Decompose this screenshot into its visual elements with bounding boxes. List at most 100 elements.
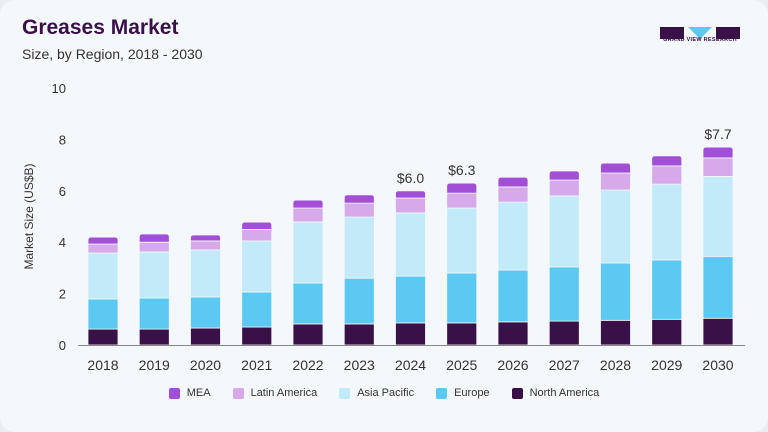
bar-segment-north-america <box>651 318 683 346</box>
bar-segment-mea <box>292 199 324 209</box>
y-axis-label: Market Size (US$B) <box>22 163 36 269</box>
bar-segment-asia-pacific <box>548 195 580 268</box>
legend-item: MEA <box>168 387 211 399</box>
y-tick-label: 4 <box>59 235 66 250</box>
bar-segment-mea <box>446 182 478 194</box>
bar-segment-latin-america <box>292 207 324 223</box>
bar-segment-asia-pacific <box>600 189 631 264</box>
bar-segment-north-america <box>138 328 170 346</box>
bar-segment-asia-pacific <box>702 176 734 257</box>
bar-segment-europe <box>395 275 426 324</box>
bar-segment-mea <box>87 236 119 245</box>
bar-segment-mea <box>138 233 170 243</box>
bar-segment-latin-america <box>190 240 221 251</box>
legend-item: North America <box>511 387 600 399</box>
bar-segment-asia-pacific <box>292 221 324 284</box>
bar-segment-north-america <box>190 327 221 346</box>
y-tick-label: 0 <box>59 338 66 353</box>
bar-segment-latin-america <box>446 192 478 209</box>
bar-segment-mea <box>702 146 734 159</box>
legend-label: MEA <box>186 387 211 399</box>
bar-segment-europe <box>702 255 734 319</box>
x-tick-label: 2021 <box>241 357 272 373</box>
legend-item: Asia Pacific <box>339 387 414 399</box>
x-tick-label: 2022 <box>292 357 323 373</box>
bar-segment-europe <box>190 296 221 329</box>
x-tick-label: 2018 <box>87 357 118 373</box>
bar-segment-europe <box>343 277 375 325</box>
bar-segment-europe <box>497 269 529 323</box>
x-tick-label: 2028 <box>600 357 631 373</box>
legend-swatch <box>232 387 244 399</box>
legend-swatch <box>511 387 523 399</box>
legend-item: Europe <box>436 387 490 399</box>
legend-label: North America <box>529 387 600 399</box>
bar-segment-mea <box>190 234 221 242</box>
legend-item: Latin America <box>232 387 318 399</box>
bar-segment-latin-america <box>702 157 734 177</box>
x-tick-label: 2025 <box>446 357 477 373</box>
bar-segment-europe <box>241 291 273 328</box>
bar-segment-asia-pacific <box>138 251 170 299</box>
bar-segment-asia-pacific <box>343 216 375 279</box>
bar-segment-north-america <box>87 328 119 346</box>
bar-segment-latin-america <box>600 172 631 191</box>
legend-label: Europe <box>454 387 490 399</box>
bar-segment-north-america <box>241 326 273 346</box>
x-tick-label: 2030 <box>702 357 733 373</box>
bar-segment-europe <box>446 272 478 324</box>
legend-label: Asia Pacific <box>357 387 415 399</box>
bar-segment-latin-america <box>651 165 683 185</box>
x-tick-label: 2029 <box>651 357 682 373</box>
bar-segment-mea <box>600 162 631 174</box>
bar-segment-europe <box>138 297 170 330</box>
bar-segment-asia-pacific <box>651 183 683 261</box>
bar-segment-latin-america <box>548 179 580 197</box>
bar-segment-mea <box>395 190 426 199</box>
chart-title: Greases Market <box>22 16 179 39</box>
bar-segment-latin-america <box>343 202 375 218</box>
x-tick-label: 2020 <box>190 357 221 373</box>
x-tick-label: 2026 <box>497 357 528 373</box>
bar-segment-europe <box>87 298 119 330</box>
bar-segment-north-america <box>292 323 324 346</box>
bar-segment-asia-pacific <box>190 249 221 298</box>
bar-segment-north-america <box>395 322 426 346</box>
x-tick-label: 2027 <box>549 357 580 373</box>
bar-segment-mea <box>241 221 273 230</box>
bar-segment-asia-pacific <box>87 252 119 300</box>
bar-segment-asia-pacific <box>241 240 273 293</box>
bar-segment-europe <box>600 262 631 321</box>
chart-subtitle: Size, by Region, 2018 - 2030 <box>22 46 203 62</box>
bar-segment-europe <box>548 266 580 322</box>
data-label: $6.0 <box>397 170 424 186</box>
bar-segment-europe <box>292 282 324 325</box>
bar-segment-mea <box>343 194 375 204</box>
data-label: $6.3 <box>448 162 475 178</box>
bar-segment-latin-america <box>497 186 529 203</box>
bar-segment-north-america <box>343 323 375 346</box>
bar-segment-asia-pacific <box>446 207 478 274</box>
y-tick-label: 2 <box>59 287 66 302</box>
bar-segment-north-america <box>446 322 478 346</box>
bar-segment-mea <box>548 170 580 181</box>
bar-segment-asia-pacific <box>395 212 426 277</box>
y-tick-label: 6 <box>59 184 66 199</box>
bar-segment-mea <box>651 155 683 167</box>
data-label: $7.7 <box>704 126 731 142</box>
bar-segment-mea <box>497 176 529 188</box>
bar-segment-north-america <box>548 320 580 346</box>
x-tick-label: 2024 <box>395 357 426 373</box>
y-tick-label: 8 <box>59 132 66 147</box>
legend-swatch <box>168 387 180 399</box>
legend-swatch <box>436 387 448 399</box>
bar-segment-latin-america <box>87 243 119 254</box>
bar-segment-north-america <box>600 319 631 346</box>
bar-segment-north-america <box>497 321 529 346</box>
bar-segment-latin-america <box>395 197 426 214</box>
grand-view-research-logo <box>660 27 740 39</box>
legend-label: Latin America <box>250 387 318 399</box>
bar-segment-latin-america <box>241 228 273 242</box>
